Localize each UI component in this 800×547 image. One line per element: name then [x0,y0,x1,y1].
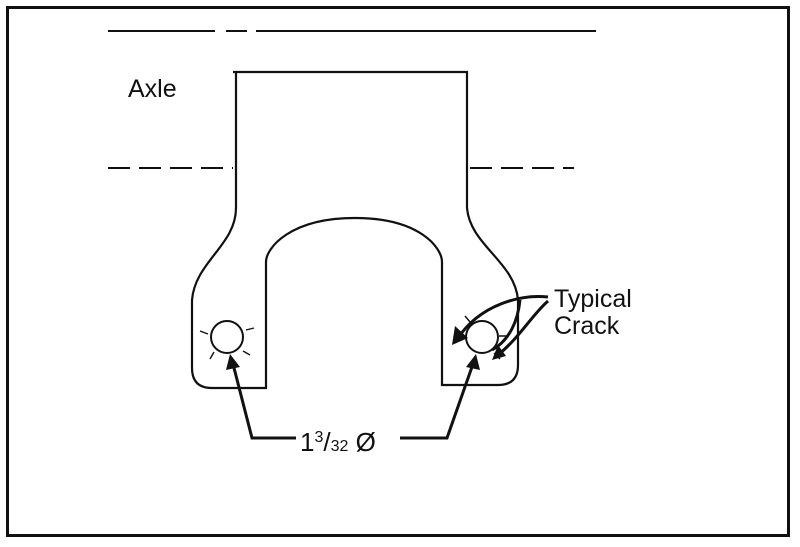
dim-arrowhead-left [226,354,240,370]
typical-crack-label-line1: Typical [554,285,632,313]
dim-denominator: 32 [330,438,349,455]
crack-arrow-curve-lower [497,299,549,357]
dim-leader-right [400,363,475,440]
diameter-symbol: Ø [355,427,376,457]
dim-leader-left [231,363,296,440]
dim-whole: 1 [300,427,315,457]
crack-arrow-curve-upper [456,295,549,339]
dim-arrowhead-right [466,354,480,370]
diagram-frame [6,6,790,537]
crack-arrow-curve-mid [491,299,522,352]
bracket-outline [190,70,520,390]
hole-diameter-label: 13/32 Ø [300,427,376,457]
dim-numerator: 3 [314,429,324,446]
axle-label: Axle [128,75,177,103]
typical-crack-label-line2: Crack [554,312,620,340]
left-hole-crack-ticks [199,327,255,360]
crack-arrowhead-lower [492,345,506,360]
typical-crack-label: Typical Crack [554,286,674,340]
left-bolt-hole [210,320,244,354]
crack-arrowhead-upper [452,326,468,345]
